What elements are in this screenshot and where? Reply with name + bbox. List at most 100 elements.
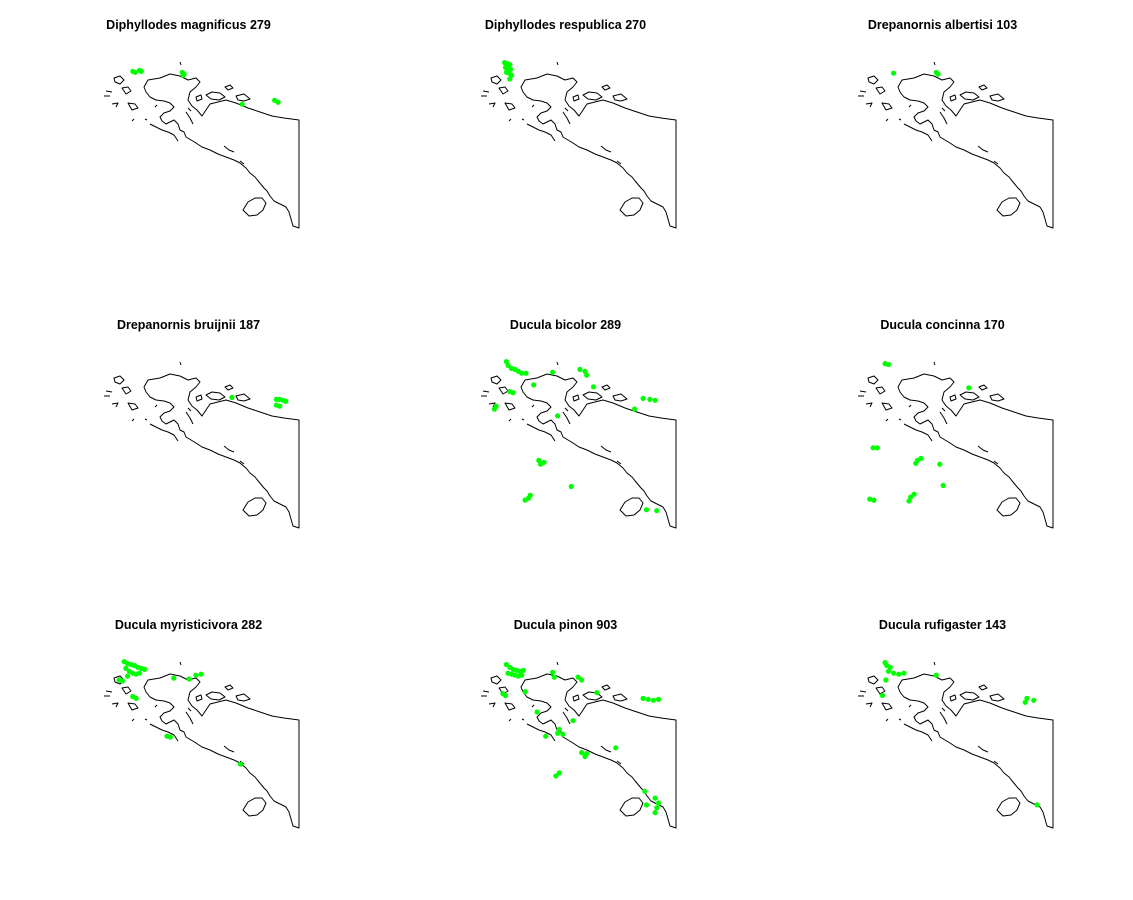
occurrence-point	[582, 368, 588, 374]
coastline-island	[179, 661, 182, 666]
occurrence-point	[652, 795, 658, 801]
coastline-island	[113, 375, 125, 385]
coastline-island	[600, 445, 622, 465]
coastline-island	[601, 84, 611, 91]
coastline-island	[875, 86, 886, 95]
occurrence-point	[125, 673, 131, 679]
coastline-island	[104, 390, 113, 397]
coastline-mainland	[897, 73, 1054, 229]
occurrence-point	[650, 697, 656, 703]
occurrence-point	[142, 666, 148, 672]
occurrence-point	[519, 672, 525, 678]
coastline-island	[195, 94, 203, 102]
coastline-island	[235, 93, 251, 102]
occurrence-point	[523, 370, 529, 376]
panel-title: Diphyllodes respublica 270	[484, 18, 647, 32]
coastline-island	[508, 118, 525, 122]
coastline-island	[154, 104, 192, 112]
occurrence-point	[556, 770, 562, 776]
coastline-island	[977, 445, 999, 465]
occurrence-point	[643, 507, 650, 513]
occurrence-point	[503, 661, 509, 668]
occurrence-point	[171, 675, 177, 681]
occurrence-point	[503, 359, 509, 365]
coastline	[104, 361, 300, 529]
coastline-island	[111, 102, 119, 108]
coastline-island	[223, 445, 245, 465]
coastline-island	[612, 693, 628, 702]
coastline-island	[867, 375, 879, 385]
panel-title: Diphyllodes magnificus 279	[106, 18, 271, 32]
occurrence-point	[867, 496, 873, 502]
occurrence-point	[119, 678, 126, 684]
coastline-island	[481, 690, 490, 697]
occurrence-point	[896, 671, 902, 677]
coastline-island	[526, 123, 556, 142]
coastline-island	[224, 84, 234, 91]
coastline-island	[131, 418, 148, 422]
occurrence-point	[918, 455, 924, 461]
coastline-island	[885, 118, 902, 122]
panel-title: Ducula rufigaster 143	[878, 618, 1007, 632]
coastline-island	[104, 690, 113, 697]
coastline-island	[933, 61, 936, 66]
coastline-island	[875, 386, 886, 395]
coastline-island	[989, 693, 1005, 702]
occurrence-point	[582, 753, 588, 760]
coastline-island	[235, 393, 251, 402]
coastline-island	[113, 75, 125, 85]
panel-title: Drepanornis albertisi 103	[867, 18, 1018, 32]
coastline-mainland	[520, 673, 677, 829]
occurrence-point	[551, 674, 557, 680]
coastline-island	[996, 497, 1021, 517]
coastline-mainland	[897, 373, 1054, 529]
coastline-island	[104, 90, 113, 97]
coastline-island	[121, 686, 132, 695]
coastline-island	[185, 111, 194, 125]
coastline-island	[111, 402, 119, 408]
coastline-island	[582, 691, 603, 701]
coastline-island	[989, 93, 1005, 102]
occurrence-point	[283, 398, 289, 404]
occurrence-point	[935, 71, 941, 77]
coastline-island	[939, 411, 948, 425]
coastline-island	[121, 386, 132, 395]
coastline-island	[154, 404, 192, 412]
coastline-island	[205, 91, 226, 101]
coastline	[858, 661, 1054, 829]
coastline-island	[508, 718, 525, 722]
distribution-map	[104, 61, 300, 229]
occurrence-point	[937, 461, 943, 467]
coastline-mainland	[520, 73, 677, 229]
occurrence-point	[132, 69, 138, 75]
occurrence-point	[654, 805, 660, 811]
coastline-island	[858, 390, 867, 397]
coastline-island	[933, 661, 936, 666]
coastline-island	[490, 675, 502, 685]
coastline	[858, 61, 1054, 229]
occurrence-point	[133, 695, 139, 701]
occurrence-point	[908, 494, 914, 500]
map-panel: Ducula myristicivora 282	[0, 600, 377, 900]
coastline-island	[903, 723, 933, 742]
coastline-island	[490, 375, 502, 385]
occurrence-point	[885, 668, 892, 674]
coastline-island	[149, 423, 179, 442]
occurrence-point	[906, 498, 912, 504]
occurrence-point	[522, 497, 528, 503]
coastline-island	[572, 94, 580, 102]
occurrence-points	[891, 69, 941, 77]
coastline-island	[179, 361, 182, 366]
occurrence-point	[560, 731, 566, 737]
occurrence-points	[116, 659, 244, 767]
coastline-mainland	[520, 373, 677, 529]
coastline-island	[903, 423, 933, 442]
occurrence-point	[584, 372, 590, 378]
occurrence-point	[549, 669, 556, 675]
coastline-mainland	[143, 373, 300, 529]
occurrence-points	[491, 359, 660, 514]
occurrence-point	[933, 672, 939, 678]
coastline-island	[531, 104, 569, 112]
occurrence-point	[575, 674, 581, 680]
coastline-island	[858, 90, 867, 97]
